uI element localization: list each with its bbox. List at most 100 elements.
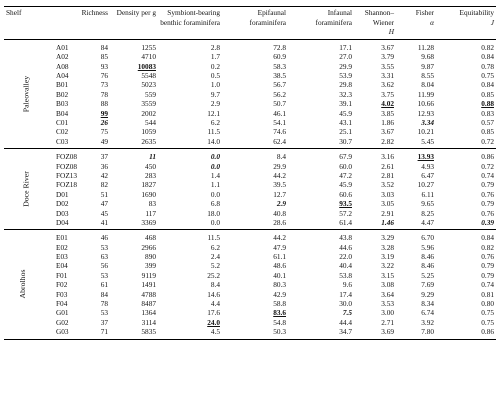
value-cell: 47: [100, 199, 108, 209]
value-cell: 57.2: [339, 208, 352, 218]
value-cell: 0.81: [481, 289, 494, 299]
value-cell: 7.69: [421, 280, 434, 290]
value-cell: 3.03: [381, 189, 394, 199]
shelf-label: Doce River: [21, 171, 31, 208]
site-cell: F04: [56, 299, 68, 309]
value-cell: 1.1: [210, 180, 220, 190]
value-cell: 5.2: [210, 261, 220, 271]
value-cell: 0.84: [481, 80, 494, 90]
value-cell: 53.8: [339, 270, 352, 280]
value-cell: 60.0: [339, 161, 352, 171]
value-cell: 43.8: [339, 233, 352, 243]
value-cell: 10.66: [417, 99, 434, 109]
site-cell: F02: [56, 280, 68, 290]
value-cell: 0.88: [481, 99, 494, 109]
site-cell: FOZ18: [56, 180, 78, 190]
value-cell: 78: [100, 299, 108, 309]
value-cell: 83: [148, 199, 156, 209]
value-cell: 40.1: [273, 270, 286, 280]
column-header-label: Shannon–Wiener: [364, 8, 394, 27]
value-cell: 39.1: [339, 99, 352, 109]
value-cell: 71: [100, 327, 108, 337]
site-cell: G03: [56, 327, 69, 337]
table-row: E04 56 399 5.2 48.6 40.4 3.22 8.46 0.79: [4, 261, 496, 270]
value-cell: 0.5: [210, 71, 220, 81]
value-cell: 9.7: [210, 89, 220, 99]
value-cell: 37: [100, 152, 108, 162]
table-row: G02 37 3114 24.0 54.8 44.4 2.71 3.92 0.75: [4, 318, 496, 327]
site-cell: C02: [56, 127, 69, 137]
table-row: Doce River FOZ08 37 11 0.0 8.4 67.9 3.16 13.93 0.…: [4, 149, 496, 207]
value-cell: 0.39: [481, 217, 494, 227]
value-cell: 10.21: [417, 127, 434, 137]
site-cell: D03: [56, 208, 69, 218]
value-cell: 6.11: [421, 189, 435, 199]
table-row: A04 76 5548 0.5 38.5 53.9 3.31 8.55 0.75: [4, 71, 496, 80]
value-cell: 2.8: [210, 42, 220, 52]
value-cell: 9.68: [421, 52, 434, 62]
value-cell: 0.84: [481, 52, 494, 62]
value-cell: 26: [100, 118, 108, 127]
value-cell: 0.85: [481, 127, 494, 137]
value-cell: 82: [100, 180, 108, 190]
table-row: FOZ13 42 283 1.4 44.2 47.2 2.81 6.47 0.74: [4, 171, 496, 180]
value-cell: 54.1: [273, 118, 286, 127]
value-cell: 11.5: [207, 233, 221, 243]
value-cell: 62.4: [273, 136, 286, 146]
value-cell: 44.2: [273, 170, 286, 180]
site-cell: D01: [56, 189, 69, 199]
table-row: Paleovalley A01 84 1255 2.8 72.8 17.1 3.67 11.28…: [4, 39, 496, 112]
shelf-cell: Doce River: [4, 149, 30, 230]
value-cell: 5023: [141, 80, 156, 90]
site-cell: C01: [56, 118, 69, 127]
table-row: B04 99 2002 12.1 46.1 45.9 3.85 12.93 0.83: [4, 109, 496, 118]
site-cell: G02: [56, 317, 69, 327]
table-row: D04 41 3369 0.0 28.6 61.4 1.46 4.47 0.39: [4, 218, 496, 230]
value-cell: 8.4: [210, 280, 220, 290]
value-cell: 39.5: [273, 180, 286, 190]
value-cell: 8487: [141, 299, 156, 309]
value-cell: 28.6: [273, 217, 286, 227]
value-cell: 12.1: [207, 108, 220, 118]
column-header-label: Symbiont-bearing benthic foraminifera: [160, 8, 220, 27]
value-cell: 2.9: [210, 99, 220, 109]
site-cell: F01: [56, 270, 68, 280]
value-cell: 0.2: [210, 61, 220, 71]
value-cell: 93: [100, 61, 108, 71]
value-cell: 3.29: [381, 233, 394, 243]
value-cell: 2.4: [210, 252, 220, 262]
value-cell: 9119: [141, 270, 156, 280]
value-cell: 1.7: [210, 52, 220, 62]
value-cell: 6.8: [210, 199, 220, 209]
table-row: F02 61 1491 8.4 80.3 9.6 3.08 7.69 0.74: [4, 280, 496, 289]
value-cell: 559: [145, 89, 156, 99]
value-cell: 0.72: [481, 136, 494, 146]
value-cell: 0.86: [481, 152, 494, 162]
table-row: B02 78 559 9.7 56.2 32.3 3.75 11.99 0.85: [4, 90, 496, 99]
value-cell: 2.71: [381, 317, 394, 327]
value-cell: 1.0: [210, 80, 220, 90]
value-cell: 80.3: [273, 280, 286, 290]
value-cell: 78: [100, 89, 108, 99]
shelf-cell: Paleovalley: [4, 39, 31, 148]
value-cell: 468: [145, 233, 156, 243]
value-cell: 2002: [141, 108, 156, 118]
value-cell: 53: [100, 242, 108, 252]
value-cell: 4.5: [210, 327, 220, 337]
table-row: A08 93 10083 0.2 58.3 29.9 3.55 9.87 0.78: [4, 62, 496, 71]
site-cell: A04: [56, 71, 69, 81]
value-cell: 47.9: [273, 242, 286, 252]
column-header-symbol: α: [430, 17, 434, 27]
column-header-symbol: H: [388, 27, 394, 37]
table-row: F01 53 9119 25.2 40.1 53.8 3.15 5.25 0.79: [4, 271, 496, 280]
value-cell: 6.47: [421, 170, 434, 180]
value-cell: 10083: [137, 61, 156, 71]
value-cell: 36: [100, 161, 108, 171]
site-cell: G01: [56, 308, 69, 318]
value-cell: 84: [100, 42, 108, 52]
site-cell: A01: [56, 42, 69, 52]
header-row: Shelf Richness Density per g Symbiont-beari…: [4, 6, 496, 40]
table-row: C02 75 1059 11.5 74.6 25.1 3.67 10.21 0.85: [4, 127, 496, 136]
site-cell: B02: [56, 89, 69, 99]
value-cell: 17.6: [207, 308, 220, 318]
